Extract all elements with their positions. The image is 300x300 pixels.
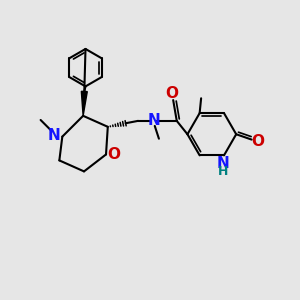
Text: O: O [107, 147, 121, 162]
Text: H: H [218, 165, 229, 178]
Text: N: N [147, 113, 160, 128]
Polygon shape [81, 91, 87, 116]
Text: O: O [252, 134, 265, 149]
Text: O: O [165, 86, 178, 101]
Text: N: N [48, 128, 60, 143]
Text: N: N [217, 156, 230, 171]
